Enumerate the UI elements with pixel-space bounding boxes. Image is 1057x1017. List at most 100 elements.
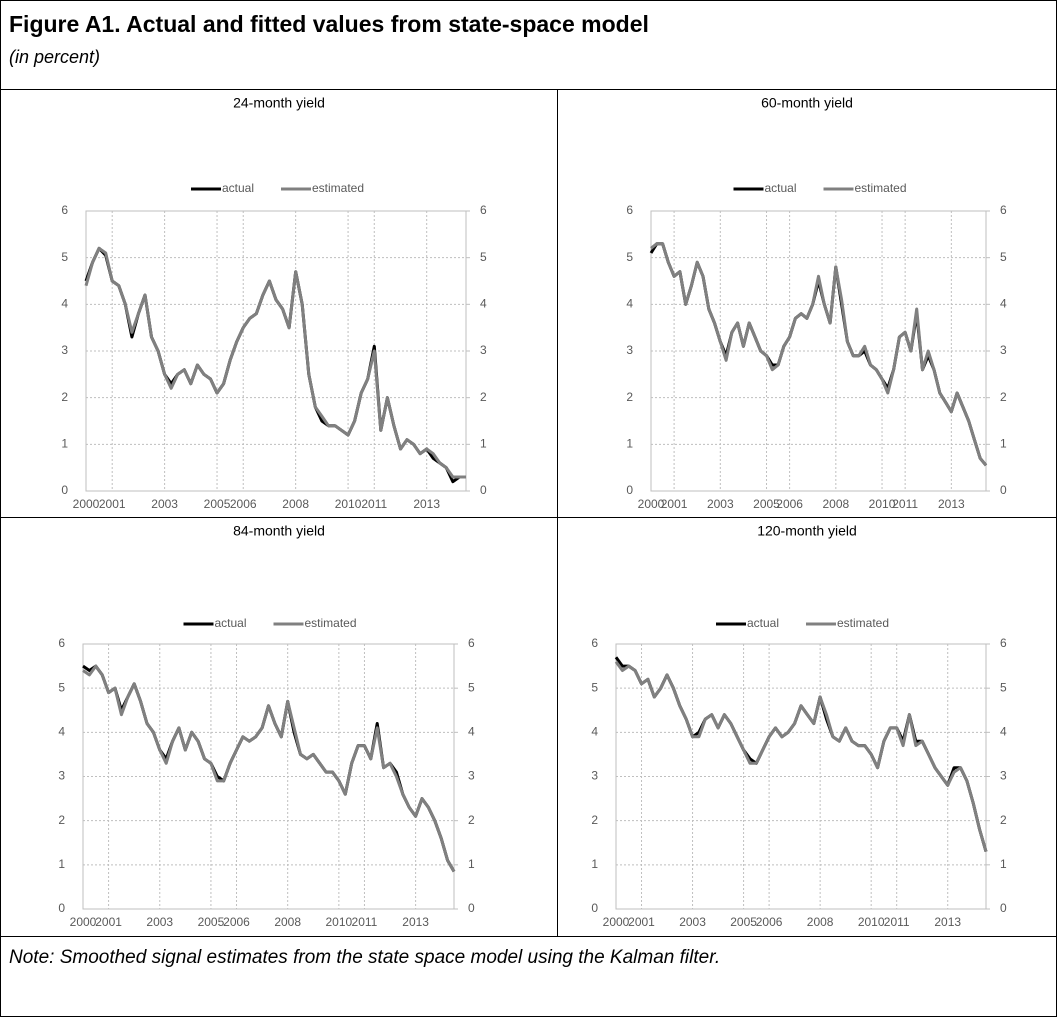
y2-tick-label: 5	[1000, 680, 1007, 694]
y-tick-label: 4	[591, 725, 598, 739]
y2-tick-label: 4	[1000, 297, 1007, 311]
x-tick-label: 2005	[753, 497, 780, 511]
y2-tick-label: 1	[1000, 437, 1007, 451]
rule	[557, 89, 558, 936]
plot-frame	[82, 643, 455, 910]
y2-tick-label: 2	[1000, 390, 1007, 404]
rule	[1, 936, 1056, 937]
y-tick-label: 5	[626, 250, 633, 264]
x-tick-label: 2000	[638, 497, 665, 511]
series-line	[82, 664, 456, 873]
y-tick-label: 6	[58, 636, 65, 650]
legend-label: estimated	[837, 616, 889, 630]
y-tick-label: 1	[626, 437, 633, 451]
chart-title: 84-month yield	[233, 523, 325, 539]
series-line	[84, 246, 466, 484]
y-tick-label: 6	[61, 203, 68, 217]
x-tick-label: 2013	[402, 915, 429, 929]
x-tick-label: 2003	[151, 497, 178, 511]
y2-tick-label: 4	[1000, 725, 1007, 739]
chart: 24-month yield 0 1 2 3 4 5 6 0 1 2 3 4 5 6 2000 2001 2003…	[61, 95, 487, 511]
y-tick-label: 3	[626, 343, 633, 357]
legend-label: estimated	[305, 616, 357, 630]
y2-tick-label: 4	[480, 297, 487, 311]
x-tick-label: 2011	[892, 497, 918, 511]
y-tick-label: 5	[591, 680, 598, 694]
x-tick-label: 2005	[204, 497, 231, 511]
x-tick-label: 2011	[352, 915, 378, 929]
x-tick-label: 2010	[335, 497, 362, 511]
x-tick-label: 2011	[361, 497, 387, 511]
panel: 24-month yield 0 1 2 3 4 5 6 0 1 2 3 4 5 6 2000 2001 2003…	[1, 90, 557, 522]
legend-label: estimated	[312, 181, 364, 195]
figure-note: Note: Smoothed signal estimates from the…	[9, 947, 721, 968]
y2-tick-label: 0	[468, 901, 475, 915]
legend-label: estimated	[855, 181, 907, 195]
panel: 84-month yield 0 1 2 3 4 5 6 0 1 2 3 4 5 6 2000 2001 2003…	[1, 518, 557, 941]
x-tick-label: 2003	[679, 915, 706, 929]
y-tick-label: 2	[591, 813, 598, 827]
y2-tick-label: 0	[1000, 901, 1007, 915]
x-tick-label: 2006	[230, 497, 257, 511]
y-tick-label: 4	[58, 725, 65, 739]
legend-label: actual	[747, 616, 779, 630]
x-tick-label: 2008	[274, 915, 301, 929]
x-tick-label: 2003	[146, 915, 173, 929]
y-tick-label: 0	[61, 483, 68, 497]
series-line	[650, 242, 988, 467]
figure-title: Figure A1. Actual and fitted values from…	[9, 11, 649, 37]
y2-tick-label: 1	[1000, 857, 1007, 871]
y2-tick-label: 6	[480, 203, 487, 217]
series-line	[614, 660, 988, 853]
panel: 60-month yield 0 1 2 3 4 5 6 0 1 2 3 4 5 6 2000 2001 2003…	[558, 90, 1056, 522]
x-tick-label: 2008	[807, 915, 834, 929]
y2-tick-label: 3	[1000, 343, 1007, 357]
y-tick-label: 6	[626, 203, 633, 217]
y2-tick-label: 2	[480, 390, 487, 404]
y2-tick-label: 2	[1000, 813, 1007, 827]
x-tick-label: 2010	[326, 915, 353, 929]
x-tick-label: 2001	[95, 915, 122, 929]
y-tick-label: 5	[58, 680, 65, 694]
rule	[1, 89, 1056, 90]
x-tick-label: 2006	[223, 915, 250, 929]
series-line	[84, 246, 466, 479]
x-tick-label: 2005	[198, 915, 225, 929]
x-tick-label: 2011	[884, 915, 910, 929]
y2-tick-label: 3	[1000, 769, 1007, 783]
y2-tick-label: 1	[468, 857, 475, 871]
x-tick-label: 2003	[707, 497, 734, 511]
x-tick-label: 2000	[603, 915, 630, 929]
y-tick-label: 3	[58, 769, 65, 783]
x-tick-label: 2013	[938, 497, 965, 511]
x-tick-label: 2006	[776, 497, 803, 511]
y2-tick-label: 6	[1000, 636, 1007, 650]
y2-tick-label: 0	[1000, 483, 1007, 497]
y-tick-label: 3	[61, 343, 68, 357]
x-tick-label: 2008	[822, 497, 849, 511]
y-tick-label: 5	[61, 250, 68, 264]
y2-tick-label: 5	[1000, 250, 1007, 264]
y-tick-label: 0	[591, 901, 598, 915]
y-tick-label: 2	[61, 390, 68, 404]
y-tick-label: 1	[61, 437, 68, 451]
legend-label: actual	[222, 181, 254, 195]
x-tick-label: 2010	[858, 915, 885, 929]
x-tick-label: 2013	[934, 915, 961, 929]
y2-tick-label: 2	[468, 813, 475, 827]
plot-frame	[85, 210, 467, 492]
y-tick-label: 1	[591, 857, 598, 871]
y2-tick-label: 3	[480, 343, 487, 357]
y-tick-label: 4	[61, 297, 68, 311]
x-tick-label: 2013	[413, 497, 440, 511]
legend-label: actual	[215, 616, 247, 630]
y2-tick-label: 0	[480, 483, 487, 497]
x-tick-label: 2006	[756, 915, 783, 929]
y2-tick-label: 6	[1000, 203, 1007, 217]
rule	[1, 517, 1056, 518]
figure-subtitle: (in percent)	[9, 47, 101, 67]
